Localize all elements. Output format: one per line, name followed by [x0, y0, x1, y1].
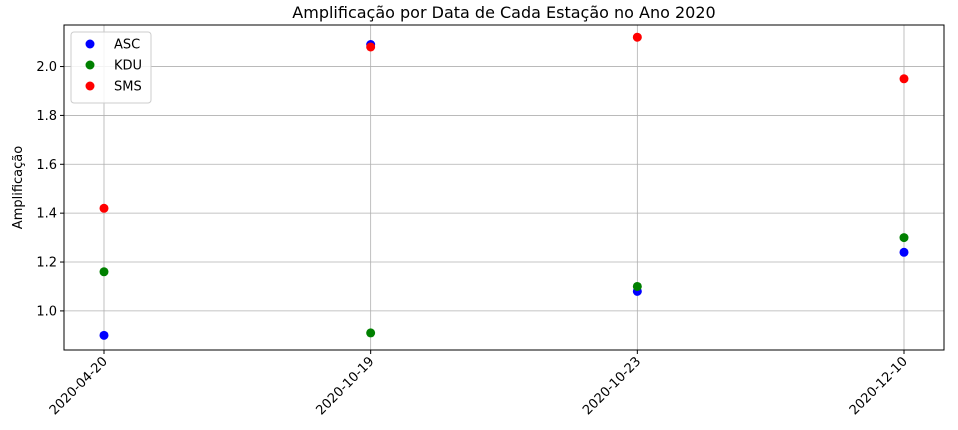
point-kdu: [99, 267, 109, 277]
point-asc: [99, 330, 109, 340]
legend-marker: [85, 39, 95, 49]
point-kdu: [366, 328, 376, 338]
y-axis-label: Amplificação: [11, 146, 26, 229]
point-kdu: [632, 281, 642, 291]
y-tick-label: 1.4: [36, 207, 57, 222]
y-tick-label: 2.0: [36, 60, 57, 75]
plot-frame: [63, 24, 945, 351]
point-asc: [899, 247, 909, 257]
legend-label: SMS: [114, 80, 142, 95]
point-sms: [632, 32, 642, 42]
legend-marker: [85, 60, 95, 70]
chart-title: Amplificação por Data de Cada Estação no…: [292, 3, 715, 22]
grid-lines: [64, 25, 944, 350]
point-sms: [366, 42, 376, 52]
legend-label: KDU: [114, 59, 142, 74]
y-tick-label: 1.2: [36, 256, 57, 271]
point-sms: [99, 203, 109, 213]
legend: ASC KDU SMS: [70, 31, 152, 104]
y-tick-label: 1.0: [36, 304, 57, 319]
point-kdu: [899, 233, 909, 243]
legend-label: ASC: [114, 38, 140, 53]
point-sms: [899, 74, 909, 84]
legend-marker: [85, 81, 95, 91]
y-tick-label: 1.6: [36, 158, 57, 173]
y-tick-label: 1.8: [36, 109, 57, 124]
data-points: [99, 32, 909, 340]
